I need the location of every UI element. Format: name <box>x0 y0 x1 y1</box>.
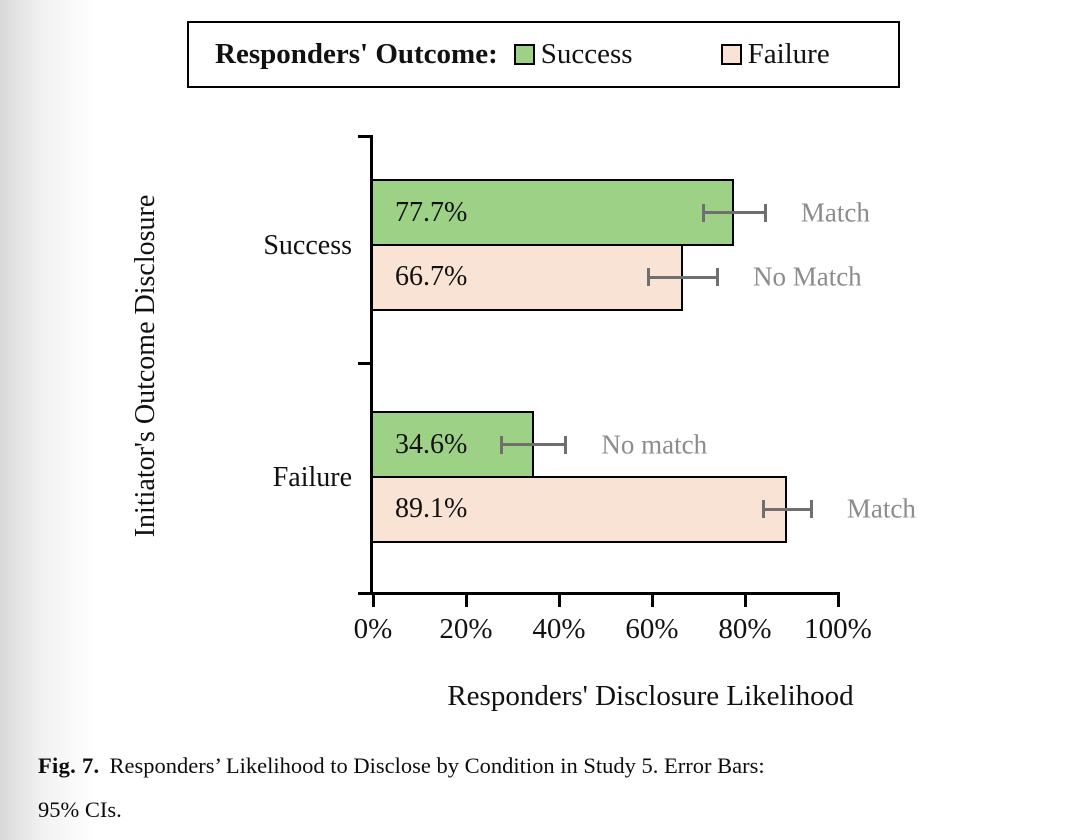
x-tick-label: 100% <box>804 613 872 645</box>
error-bar <box>647 268 719 286</box>
x-tick-label: 20% <box>439 613 493 645</box>
page-edge-shadow <box>0 0 96 840</box>
x-tick <box>650 592 654 607</box>
error-bar <box>701 203 767 222</box>
x-tick <box>371 592 375 607</box>
x-tick-label: 80% <box>718 613 772 645</box>
legend-label-success: Success <box>540 38 633 70</box>
legend-swatch-success-icon <box>513 44 535 65</box>
bar-annotation: Match <box>800 197 870 227</box>
bar-value-label: 66.7% <box>395 261 468 292</box>
y-tick <box>358 362 373 365</box>
bar-failure-failure: 89.1% <box>373 475 788 543</box>
legend-label-failure: Failure <box>747 38 830 70</box>
error-bar-line <box>503 443 565 446</box>
error-bar <box>761 500 813 518</box>
category-label-failure: Failure <box>272 462 352 493</box>
legend-title: Responders' Outcome: <box>215 38 498 70</box>
figure-caption: Fig. 7. Responders’ Likelihood to Disclos… <box>38 744 1054 832</box>
error-bar-line <box>704 211 764 214</box>
error-bar <box>500 435 568 454</box>
bar-annotation: Match <box>846 493 916 524</box>
bar-value-label: 34.6% <box>395 428 468 460</box>
chart-legend: Responders' Outcome: Success Failure <box>187 21 900 88</box>
legend-entry-failure: Failure <box>720 38 830 71</box>
figure-caption-line1: Responders’ Likelihood to Disclose by Co… <box>109 753 765 778</box>
x-tick-label: 0% <box>353 613 393 645</box>
bar-success-failure: 66.7% <box>373 243 684 311</box>
bar-value-label: 89.1% <box>395 493 468 524</box>
bar-annotation: No match <box>601 429 708 459</box>
x-tick <box>743 592 747 607</box>
x-tick <box>836 592 840 607</box>
y-tick <box>358 592 373 595</box>
x-axis-title: Responders' Disclosure Likelihood <box>447 680 854 712</box>
x-tick-label: 40% <box>532 613 586 645</box>
x-tick <box>557 592 561 607</box>
error-bar-line <box>764 507 810 511</box>
bar-value-label: 77.7% <box>395 196 468 228</box>
plot-area: Success 77.7% Match 66.7% No Match Failure 34.… <box>263 135 916 645</box>
figure-caption-label: Fig. 7. <box>38 753 100 778</box>
figure-caption-line2: 95% CIs. <box>38 796 122 822</box>
legend-entry-success: Success <box>513 38 633 71</box>
error-bar-line <box>650 275 716 279</box>
y-tick <box>358 135 373 138</box>
category-label-success: Success <box>263 230 352 261</box>
legend-swatch-failure-icon <box>720 44 742 65</box>
x-tick <box>464 592 468 607</box>
bar-annotation: No Match <box>752 261 862 292</box>
bar-success-success: 77.7% <box>373 179 735 246</box>
x-tick-label: 60% <box>625 613 679 645</box>
